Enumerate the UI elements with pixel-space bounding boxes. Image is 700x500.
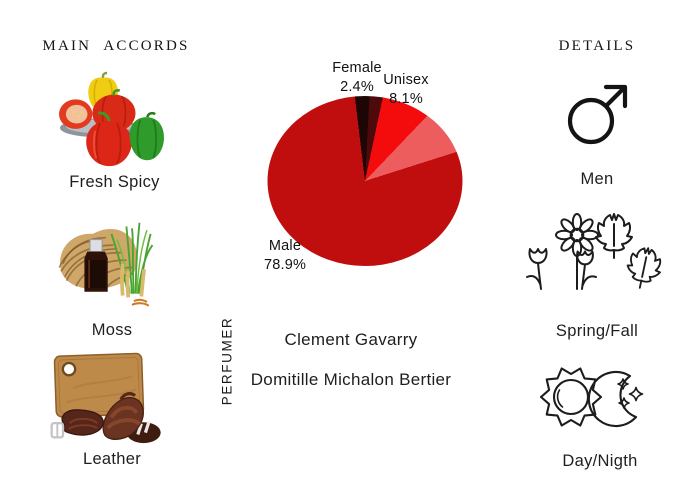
maple-leaf-icon bbox=[595, 213, 633, 259]
pie-label-female-pct: 2.4% bbox=[340, 79, 374, 96]
pie-label-male: Male 78.9% bbox=[245, 237, 325, 276]
perfumer-name-1: Clement Gavarry bbox=[284, 330, 418, 349]
details-title: DETAILS bbox=[558, 38, 636, 54]
bell-peppers-image bbox=[59, 71, 164, 167]
main-accords-title: MAIN ACCORDS bbox=[42, 38, 190, 54]
green-pepper-shape bbox=[129, 111, 164, 161]
pie-label-female: Female 2.4% bbox=[317, 59, 397, 98]
front-red-pepper-shape bbox=[86, 111, 132, 167]
mars-icon bbox=[567, 84, 628, 145]
pie-label-female-name: Female bbox=[332, 60, 382, 76]
detail-label-spring-fall: Spring/Fall bbox=[555, 322, 639, 340]
sun-and-moon-icon bbox=[539, 367, 644, 428]
tulip-right-icon bbox=[576, 250, 597, 290]
detail-label-day-night: Day/Nigth bbox=[562, 452, 638, 470]
pie-label-unisex: Unisex 8.1% bbox=[366, 71, 446, 110]
sun-icon bbox=[539, 367, 603, 427]
leather-goods-image bbox=[50, 352, 161, 444]
perfumer-name-2: Domitille Michalon Bertier bbox=[250, 370, 452, 389]
pie-label-unisex-name: Unisex bbox=[383, 72, 429, 88]
gender-pie-chart bbox=[267, 96, 463, 266]
pie-label-male-pct: 78.9% bbox=[263, 257, 307, 274]
accord-label-fresh-spicy: Fresh Spicy bbox=[69, 173, 160, 191]
pie-label-male-name: Male bbox=[268, 238, 302, 254]
detail-label-men: Men bbox=[580, 170, 614, 188]
flowers-and-maple-leaves-icon bbox=[526, 213, 662, 290]
moss-vetiver-image bbox=[58, 222, 154, 307]
pie-label-unisex-pct: 8.1% bbox=[389, 91, 423, 108]
grass-blades-shape bbox=[110, 222, 154, 307]
moon-icon bbox=[587, 371, 644, 428]
perfume-bottle-shape bbox=[84, 238, 108, 292]
accord-label-leather: Leather bbox=[82, 450, 142, 468]
sunflower-icon bbox=[555, 213, 599, 290]
tulip-left-icon bbox=[526, 248, 548, 290]
belt-shape bbox=[50, 409, 104, 439]
sparkle-icons bbox=[617, 378, 644, 409]
sandals-shape bbox=[102, 392, 161, 444]
cut-red-pepper-shape bbox=[59, 99, 93, 129]
accord-label-moss: Moss bbox=[91, 321, 133, 339]
maple-leaf-icon bbox=[626, 247, 662, 289]
